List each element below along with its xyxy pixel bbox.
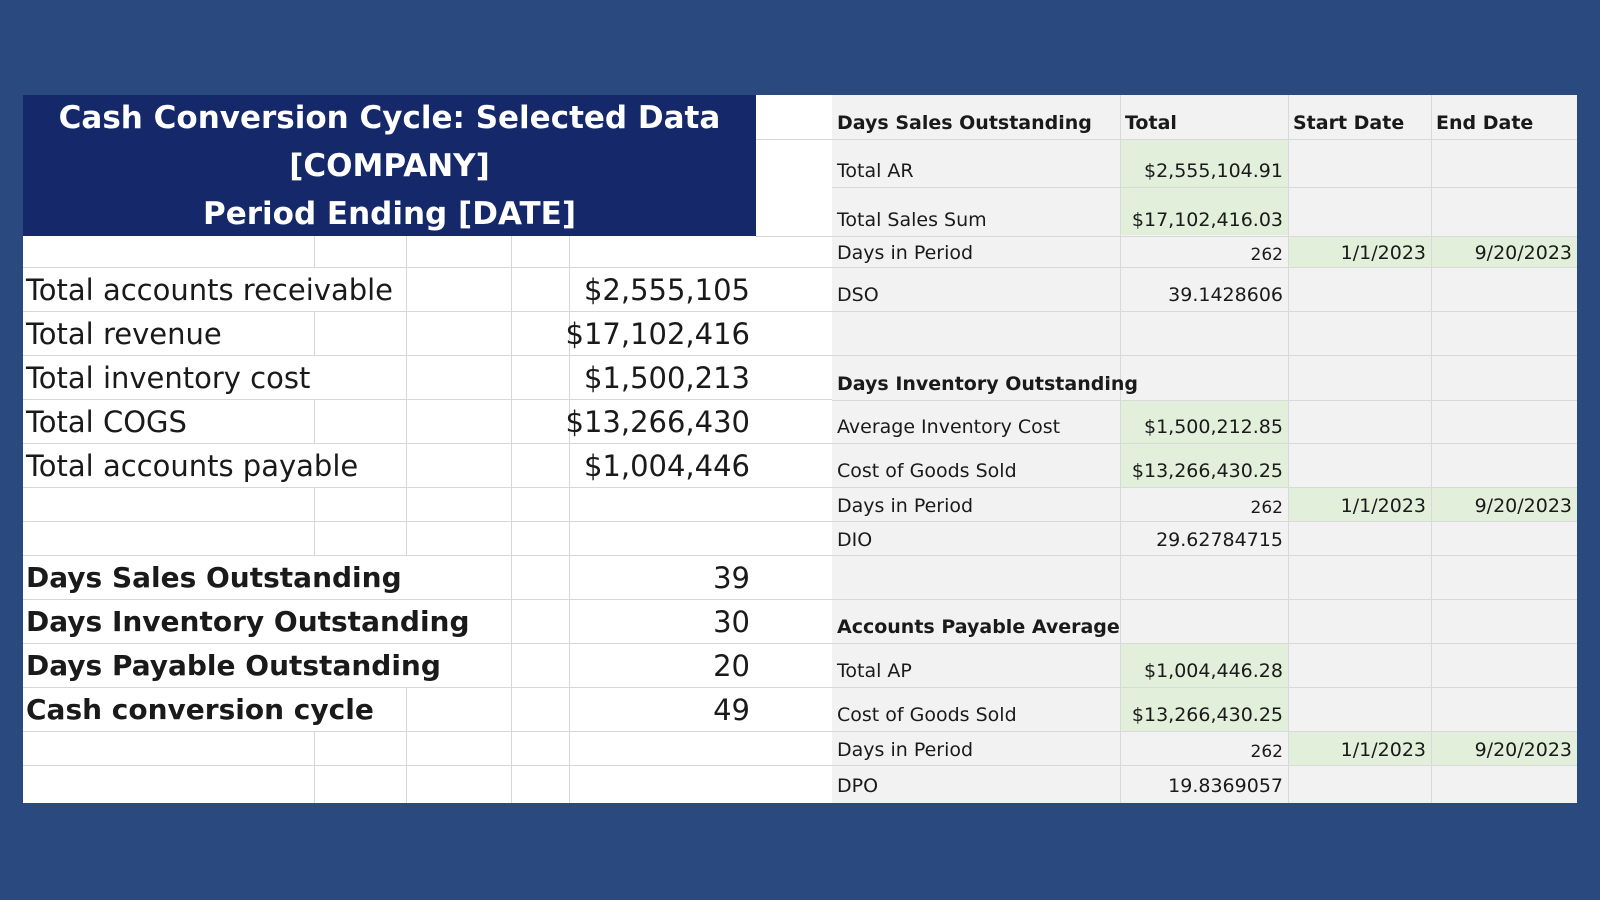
metric-row-dio: Days Inventory Outstanding 30 — [23, 600, 756, 643]
column-header-total: Total — [1125, 112, 1177, 134]
calc-row-cogs-dpo: Cost of Goods Sold $13,266,430.25 — [832, 688, 1577, 731]
calc-end-date: 9/20/2023 — [1474, 242, 1572, 264]
calculation-panel: Days Sales Outstanding Total Start Date … — [832, 95, 1577, 803]
calc-row-dio: DIO 29.62784715 — [832, 522, 1577, 555]
calc-value: $2,555,104.91 — [1143, 160, 1283, 182]
calc-label: Cost of Goods Sold — [837, 704, 1017, 726]
summary-row-ar: Total accounts receivable $2,555,105 — [23, 268, 756, 311]
title-line-1: Cash Conversion Cycle: Selected Data — [58, 99, 721, 136]
summary-value: $13,266,430 — [565, 404, 751, 439]
summary-title: Cash Conversion Cycle: Selected Data [CO… — [23, 95, 756, 236]
summary-panel: Cash Conversion Cycle: Selected Data [CO… — [23, 95, 756, 803]
calc-row-total-ap: Total AP $1,004,446.28 — [832, 644, 1577, 687]
calc-value: 262 — [1250, 742, 1283, 762]
calc-end-date: 9/20/2023 — [1474, 739, 1572, 761]
title-line-3: Period Ending [DATE] — [202, 195, 577, 232]
calc-label: Average Inventory Cost — [837, 416, 1061, 438]
summary-row-ap: Total accounts payable $1,004,446 — [23, 444, 756, 487]
calc-label: DPO — [837, 775, 879, 797]
calc-header-row: Days Sales Outstanding Total Start Date … — [832, 95, 1577, 139]
calc-start-date: 1/1/2023 — [1340, 739, 1426, 761]
metric-label: Cash conversion cycle — [26, 688, 380, 731]
calc-row-total-sales: Total Sales Sum $17,102,416.03 — [832, 188, 1577, 236]
calc-value: $1,500,212.85 — [1143, 416, 1283, 438]
calc-value: 19.8369057 — [1168, 775, 1283, 797]
metric-value: 49 — [713, 692, 750, 727]
calc-start-date: 1/1/2023 — [1340, 242, 1426, 264]
section-heading: Days Inventory Outstanding — [837, 373, 1138, 395]
calc-start-date: 1/1/2023 — [1340, 495, 1426, 517]
calc-label: Total Sales Sum — [837, 209, 987, 231]
calc-value: 262 — [1250, 245, 1283, 265]
calc-label: Total AR — [837, 160, 914, 182]
calc-label: Cost of Goods Sold — [837, 460, 1017, 482]
summary-row-revenue: Total revenue $17,102,416 — [23, 312, 756, 355]
column-header-label: Days Sales Outstanding — [837, 112, 1092, 134]
metric-value: 20 — [713, 648, 750, 683]
metric-label: Days Sales Outstanding — [26, 556, 408, 599]
calc-row-dpo: DPO 19.8369057 — [832, 766, 1577, 803]
calc-label: Total AP — [837, 660, 912, 682]
calc-value: $1,004,446.28 — [1143, 660, 1283, 682]
calc-row-cogs-dio: Cost of Goods Sold $13,266,430.25 — [832, 444, 1577, 487]
calc-row-avg-inventory: Average Inventory Cost $1,500,212.85 — [832, 401, 1577, 443]
calc-row-dso: DSO 39.1428606 — [832, 268, 1577, 311]
calc-row-days-dpo: Days in Period 262 1/1/2023 9/20/2023 — [832, 732, 1577, 765]
calc-value: 262 — [1250, 498, 1283, 518]
summary-label: Total inventory cost — [26, 356, 317, 399]
calc-row-days-dso: Days in Period 262 1/1/2023 9/20/2023 — [832, 237, 1577, 267]
column-header-start-date: Start Date — [1293, 112, 1405, 134]
metric-row-ccc: Cash conversion cycle 49 — [23, 688, 756, 731]
metric-label: Days Payable Outstanding — [26, 644, 447, 687]
calc-label: Days in Period — [837, 739, 974, 761]
summary-value: $1,500,213 — [583, 360, 750, 395]
summary-row-inventory: Total inventory cost $1,500,213 — [23, 356, 756, 399]
summary-label: Total revenue — [26, 312, 228, 355]
column-header-end-date: End Date — [1436, 112, 1534, 134]
spreadsheet: Cash Conversion Cycle: Selected Data [CO… — [23, 95, 1577, 803]
calc-end-date: 9/20/2023 — [1474, 495, 1572, 517]
summary-value: $2,555,105 — [583, 272, 750, 307]
calc-label: Days in Period — [837, 495, 974, 517]
calc-label: Days in Period — [837, 242, 974, 264]
calc-value: $13,266,430.25 — [1131, 704, 1283, 726]
title-line-2: [COMPANY] — [289, 147, 490, 184]
calc-value: 39.1428606 — [1168, 284, 1283, 306]
calc-row-dpo-heading: Accounts Payable Average — [832, 600, 1577, 643]
metric-value: 30 — [713, 604, 750, 639]
metric-value: 39 — [713, 560, 750, 595]
calc-label: DSO — [837, 284, 879, 306]
calc-value: 29.62784715 — [1156, 529, 1283, 551]
summary-label: Total accounts receivable — [26, 268, 400, 311]
calc-row-total-ar: Total AR $2,555,104.91 — [832, 140, 1577, 187]
metric-row-dpo: Days Payable Outstanding 20 — [23, 644, 756, 687]
summary-row-cogs: Total COGS $13,266,430 — [23, 400, 756, 443]
calc-value: $17,102,416.03 — [1131, 209, 1283, 231]
calc-label: DIO — [837, 529, 873, 551]
summary-label: Total COGS — [26, 400, 193, 443]
calc-row-dio-heading: Days Inventory Outstanding — [832, 356, 1577, 400]
metric-row-dso: Days Sales Outstanding 39 — [23, 556, 756, 599]
summary-value: $17,102,416 — [565, 316, 751, 351]
spacer-column — [756, 95, 832, 803]
summary-value: $1,004,446 — [583, 448, 750, 483]
section-heading: Accounts Payable Average — [837, 616, 1120, 638]
summary-label: Total accounts payable — [26, 444, 365, 487]
calc-row-days-dio: Days in Period 262 1/1/2023 9/20/2023 — [832, 488, 1577, 521]
calc-value: $13,266,430.25 — [1131, 460, 1283, 482]
metric-label: Days Inventory Outstanding — [26, 600, 476, 643]
